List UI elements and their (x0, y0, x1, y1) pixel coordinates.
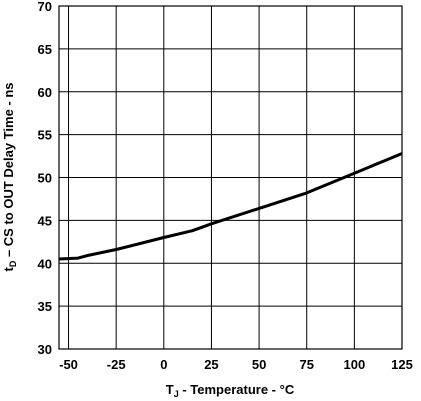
y-axis-label-sub: D (8, 260, 18, 267)
x-tick-label: 0 (160, 357, 167, 372)
x-tick-label: 100 (344, 357, 366, 372)
x-axis-label-main: T (166, 382, 174, 397)
y-axis-label-main: t (1, 267, 16, 272)
plot-frame (58, 5, 403, 350)
x-axis-label-rest: - Temperature - °C (179, 382, 295, 397)
y-tick-label: 65 (38, 42, 52, 57)
y-tick-label: 30 (38, 342, 52, 357)
y-tick-label: 55 (38, 128, 52, 143)
x-tick-label: -25 (107, 357, 126, 372)
y-axis-label: tD – CS to OUT Delay Time - ns (1, 82, 18, 271)
y-tick-label: 40 (38, 256, 52, 271)
x-tick-label: 75 (299, 357, 313, 372)
x-tick-label: 50 (252, 357, 266, 372)
grid (59, 5, 403, 350)
y-axis-label-rest: – CS to OUT Delay Time - ns (1, 82, 16, 260)
y-tick-label: 45 (38, 213, 52, 228)
y-tick-label: 70 (38, 0, 52, 14)
y-tick-labels: 30 35 40 45 50 55 60 65 70 (38, 0, 52, 357)
x-tick-label: 125 (391, 357, 413, 372)
y-tick-label: 50 (38, 171, 52, 186)
x-tick-label: 25 (204, 357, 218, 372)
x-axis-label-sub: J (174, 389, 179, 399)
series-group (58, 152, 403, 261)
x-axis-label: TJ - Temperature - °C (166, 382, 295, 399)
y-tick-label: 60 (38, 85, 52, 100)
x-tick-label: -50 (59, 357, 78, 372)
y-tick-label: 35 (38, 299, 52, 314)
x-tick-labels: -50 -25 0 25 50 75 100 125 (59, 357, 413, 372)
series-line (58, 152, 403, 261)
